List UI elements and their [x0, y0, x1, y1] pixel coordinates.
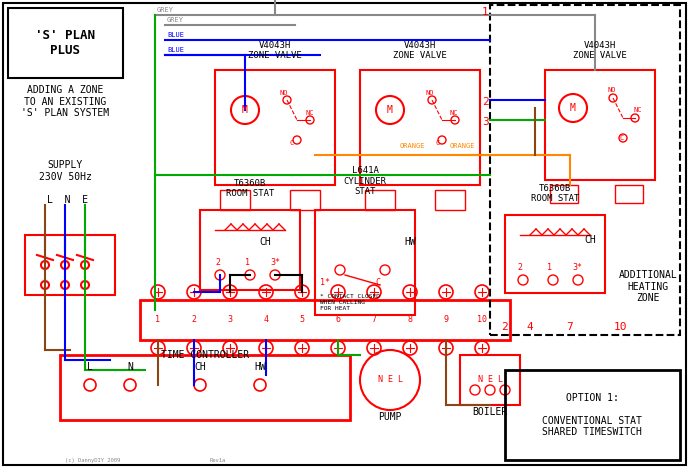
Text: SUPPLY
230V 50Hz: SUPPLY 230V 50Hz	[39, 160, 92, 182]
Text: GREY: GREY	[167, 17, 184, 23]
Text: 9: 9	[444, 315, 448, 324]
Text: M: M	[387, 105, 393, 115]
Text: ADDING A ZONE
TO AN EXISTING
'S' PLAN SYSTEM: ADDING A ZONE TO AN EXISTING 'S' PLAN SY…	[21, 85, 109, 118]
Text: TIME CONTROLLER: TIME CONTROLLER	[161, 350, 249, 360]
Text: GREY: GREY	[157, 7, 174, 13]
Bar	[200, 210, 300, 290]
Text: BOILER: BOILER	[473, 407, 508, 417]
Bar	[360, 70, 480, 185]
Text: C: C	[290, 140, 294, 146]
Text: BLUE: BLUE	[167, 47, 184, 53]
Bar	[550, 185, 578, 203]
Text: PUMP: PUMP	[378, 412, 402, 422]
Text: Rev1a: Rev1a	[210, 458, 226, 463]
Bar	[365, 190, 395, 210]
Text: CH: CH	[584, 235, 596, 245]
Text: CH: CH	[194, 362, 206, 372]
Text: V4043H
ZONE VALVE: V4043H ZONE VALVE	[393, 41, 447, 60]
Text: 1*: 1*	[320, 278, 330, 287]
Bar	[545, 70, 655, 180]
Text: 10: 10	[613, 322, 627, 332]
Bar	[8, 8, 123, 78]
Bar	[460, 355, 520, 405]
Text: V4043H
ZONE VALVE: V4043H ZONE VALVE	[248, 41, 302, 60]
Text: HW: HW	[254, 362, 266, 372]
Text: C: C	[620, 135, 624, 141]
Text: 4: 4	[264, 315, 268, 324]
Text: T6360B
ROOM STAT: T6360B ROOM STAT	[531, 183, 579, 203]
Text: C: C	[435, 140, 440, 146]
Text: 2: 2	[482, 97, 489, 107]
Text: * CONTACT CLOSED
WHEN CALLING
FOR HEAT: * CONTACT CLOSED WHEN CALLING FOR HEAT	[320, 294, 380, 311]
Text: 3*: 3*	[270, 258, 280, 267]
Text: OPTION 1:

CONVENTIONAL STAT
SHARED TIMESWITCH: OPTION 1: CONVENTIONAL STAT SHARED TIMES…	[542, 393, 642, 438]
Text: 2: 2	[502, 322, 509, 332]
Text: ORANGE: ORANGE	[400, 143, 426, 149]
Bar	[505, 215, 605, 293]
Text: NC: NC	[450, 110, 458, 116]
Text: T6360B
ROOM STAT: T6360B ROOM STAT	[226, 179, 274, 198]
Text: L: L	[87, 362, 93, 372]
Text: 3: 3	[482, 117, 489, 127]
Text: NC: NC	[633, 107, 642, 113]
Bar	[60, 355, 350, 420]
Text: N E L: N E L	[477, 375, 502, 385]
Bar	[490, 5, 680, 335]
Text: 2: 2	[192, 315, 197, 324]
Text: NC: NC	[305, 110, 313, 116]
Text: 'S' PLAN
PLUS: 'S' PLAN PLUS	[35, 29, 95, 57]
Text: 6: 6	[335, 315, 340, 324]
Text: 3: 3	[228, 315, 233, 324]
Text: HW: HW	[404, 237, 416, 247]
Text: M: M	[570, 103, 576, 113]
Text: ADDITIONAL
HEATING
ZONE: ADDITIONAL HEATING ZONE	[619, 270, 678, 303]
Text: 1: 1	[482, 7, 489, 17]
Bar	[140, 300, 510, 340]
Text: 4: 4	[526, 322, 533, 332]
Text: L  N  E: L N E	[47, 195, 88, 205]
Text: 8: 8	[408, 315, 413, 324]
Text: 2: 2	[215, 258, 220, 267]
Text: 7: 7	[566, 322, 573, 332]
Text: CH: CH	[259, 237, 271, 247]
Text: M: M	[242, 105, 248, 115]
Text: V4043H
ZONE VALVE: V4043H ZONE VALVE	[573, 41, 627, 60]
Bar	[435, 190, 465, 210]
Bar	[505, 370, 680, 460]
Text: (c) DannyDIY 2009: (c) DannyDIY 2009	[65, 458, 120, 463]
Text: ORANGE: ORANGE	[450, 143, 475, 149]
Text: C: C	[375, 278, 380, 287]
Text: BLUE: BLUE	[167, 32, 184, 38]
Text: NO: NO	[607, 87, 615, 93]
Text: 2: 2	[517, 263, 522, 272]
Text: 7: 7	[371, 315, 377, 324]
Bar	[615, 185, 643, 203]
Text: 3*: 3*	[572, 263, 582, 272]
Text: N E L: N E L	[377, 375, 402, 385]
Text: 1: 1	[155, 315, 161, 324]
Text: N: N	[127, 362, 133, 372]
Text: 1: 1	[245, 258, 250, 267]
Bar	[315, 210, 415, 315]
Text: NO: NO	[280, 90, 288, 96]
Text: 5: 5	[299, 315, 304, 324]
Bar	[25, 235, 115, 295]
Bar	[215, 70, 335, 185]
Bar	[290, 190, 320, 210]
Text: NO: NO	[425, 90, 433, 96]
Bar	[220, 190, 250, 210]
Text: 1: 1	[547, 263, 552, 272]
Text: 10: 10	[477, 315, 487, 324]
Text: L641A
CYLINDER
STAT: L641A CYLINDER STAT	[344, 166, 386, 196]
